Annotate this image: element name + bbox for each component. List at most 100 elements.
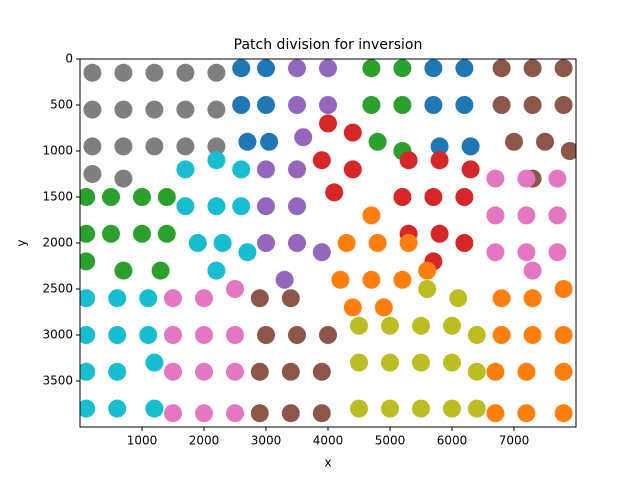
x-tick-label: 3000: [251, 434, 282, 448]
point: [257, 96, 275, 114]
point: [461, 137, 480, 156]
point: [492, 59, 511, 78]
point: [232, 197, 251, 216]
point: [368, 234, 387, 252]
point: [281, 362, 300, 381]
point: [195, 362, 213, 381]
point: [424, 188, 443, 206]
point: [368, 132, 387, 151]
point: [486, 243, 505, 262]
point: [312, 362, 331, 381]
point: [207, 137, 226, 156]
point: [554, 362, 573, 381]
point: [145, 63, 164, 82]
point: [238, 132, 257, 151]
point: [250, 289, 269, 308]
point: [102, 224, 120, 243]
point: [114, 63, 133, 82]
point: [195, 326, 213, 344]
x-tick-label: 5000: [375, 434, 406, 448]
point: [393, 270, 412, 289]
point: [232, 96, 251, 114]
y-tick-label: 3000: [42, 328, 73, 342]
point: [467, 326, 486, 344]
point: [213, 234, 232, 252]
point: [343, 123, 362, 142]
point: [176, 197, 195, 216]
point: [443, 353, 461, 372]
point: [281, 289, 300, 308]
x-tick-label: 1000: [127, 434, 158, 448]
point: [145, 399, 164, 418]
point: [492, 326, 511, 344]
point: [108, 362, 127, 381]
point: [257, 160, 275, 179]
point: [362, 96, 381, 114]
point: [294, 128, 313, 147]
point: [337, 234, 356, 252]
point: [114, 261, 133, 280]
y-tick-label: 500: [50, 98, 73, 112]
point: [275, 270, 294, 289]
point: [319, 96, 337, 114]
point: [455, 234, 474, 252]
point: [319, 59, 337, 78]
point: [226, 326, 244, 344]
point: [207, 63, 226, 82]
point: [430, 137, 449, 156]
point: [195, 289, 213, 308]
point: [393, 188, 412, 206]
x-tick-label: 7000: [499, 434, 530, 448]
point: [288, 234, 306, 252]
point: [288, 59, 306, 78]
point: [226, 280, 244, 298]
point: [325, 183, 344, 202]
point: [443, 316, 461, 335]
point: [560, 142, 576, 160]
point: [455, 188, 474, 206]
point: [381, 316, 399, 335]
point: [399, 151, 418, 170]
point: [257, 59, 275, 78]
point: [83, 63, 102, 82]
x-tick-label: 2000: [189, 434, 220, 448]
point: [517, 404, 536, 423]
point: [288, 160, 306, 179]
point: [80, 326, 96, 344]
point: [517, 243, 536, 262]
point: [554, 404, 573, 423]
point: [399, 234, 418, 252]
point: [164, 362, 182, 381]
point: [343, 298, 362, 317]
point: [108, 289, 127, 308]
point: [554, 96, 573, 114]
point: [207, 151, 226, 170]
point: [492, 96, 511, 114]
point: [449, 289, 468, 308]
point: [133, 188, 151, 206]
point: [486, 206, 505, 225]
y-tick-label: 1000: [42, 144, 73, 158]
point: [80, 289, 96, 308]
point: [226, 362, 244, 381]
point: [523, 289, 542, 308]
point: [176, 160, 195, 179]
point: [195, 404, 213, 423]
point: [114, 169, 133, 188]
point: [207, 261, 226, 280]
point: [554, 59, 573, 78]
point: [312, 243, 331, 262]
point: [257, 326, 275, 344]
point: [517, 362, 536, 381]
point: [114, 137, 133, 156]
point: [362, 270, 381, 289]
point: [350, 399, 368, 418]
point: [164, 289, 182, 308]
point: [80, 252, 96, 271]
point: [312, 151, 331, 170]
point: [260, 132, 279, 151]
point: [83, 165, 102, 183]
point: [257, 234, 275, 252]
